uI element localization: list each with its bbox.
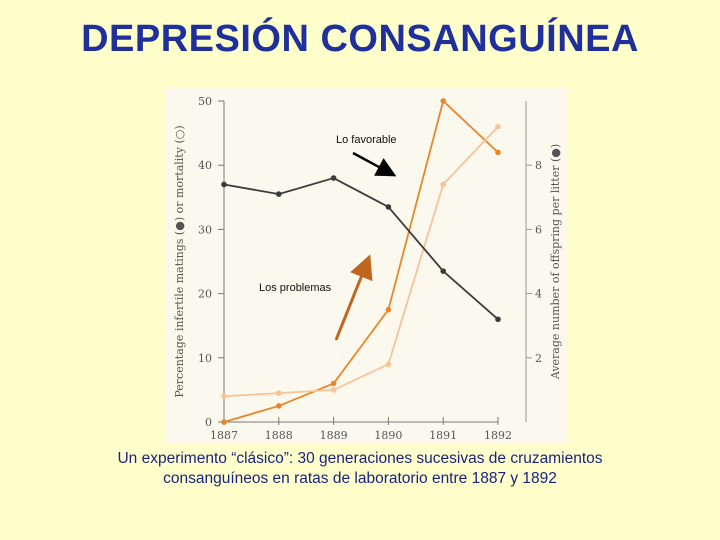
y-tick-label-left: 20 xyxy=(198,288,212,301)
series-line-3 xyxy=(223,177,499,320)
data-point xyxy=(330,380,337,387)
data-point xyxy=(221,393,227,400)
x-tick-label: 1888 xyxy=(265,429,293,442)
data-point xyxy=(276,191,282,197)
y-tick-label-right: 6 xyxy=(535,223,542,236)
y-tick-label-left: 50 xyxy=(198,95,212,108)
data-point xyxy=(495,123,501,130)
y-tick-label-left: 10 xyxy=(198,352,212,365)
data-point xyxy=(440,181,447,188)
data-point xyxy=(440,98,447,104)
slide-caption: Un experimento “clásico”: 30 generacione… xyxy=(60,449,660,489)
x-tick-label: 1891 xyxy=(429,429,457,442)
favorable-arrow xyxy=(352,151,397,177)
data-point xyxy=(330,387,337,393)
series-line-1 xyxy=(223,99,499,423)
x-tick-label: 1887 xyxy=(210,429,238,442)
x-tick-label: 1890 xyxy=(374,429,402,442)
y-axis-label-right: Average number of offspring per litter (… xyxy=(549,144,562,380)
data-point xyxy=(440,268,447,274)
annotation-favorable: Lo favorable xyxy=(336,134,397,146)
caption-line-2: consanguíneos en ratas de laboratorio en… xyxy=(163,470,557,487)
x-tick-label: 1892 xyxy=(484,429,512,442)
series-line-2 xyxy=(223,126,499,398)
data-point xyxy=(385,361,392,368)
data-point xyxy=(221,419,227,425)
data-point xyxy=(495,316,501,323)
data-point xyxy=(276,390,282,396)
data-point xyxy=(221,181,227,188)
data-point xyxy=(276,403,282,409)
problems-arrow xyxy=(334,254,373,341)
caption-line-1: Un experimento “clásico”: 30 generacione… xyxy=(117,450,603,467)
line-chart: 0 10 20 30 40 50 2 4 6 8 1887 1888 1889 1890 1891 1892 P… xyxy=(173,95,562,442)
data-point xyxy=(385,204,392,210)
y-tick-label-right: 4 xyxy=(535,288,542,301)
chart-image: 0 10 20 30 40 50 2 4 6 8 1887 1888 1889 1890 1891 1892 P… xyxy=(166,88,568,444)
y-tick-label-left: 40 xyxy=(198,159,212,172)
x-tick-label: 1889 xyxy=(320,429,348,442)
data-point xyxy=(495,149,501,156)
slide-title: DEPRESIÓN CONSANGUÍNEA xyxy=(81,18,639,60)
y-tick-label-left: 0 xyxy=(205,416,212,429)
y-tick-label-right: 8 xyxy=(535,159,542,172)
y-axis-label-left: Percentage infertile matings (●) or mort… xyxy=(173,125,186,397)
annotation-problems: Los problemas xyxy=(259,282,332,294)
y-tick-label-left: 30 xyxy=(198,223,212,236)
y-tick-label-right: 2 xyxy=(535,352,542,365)
data-point xyxy=(385,306,392,313)
data-point xyxy=(330,175,337,181)
